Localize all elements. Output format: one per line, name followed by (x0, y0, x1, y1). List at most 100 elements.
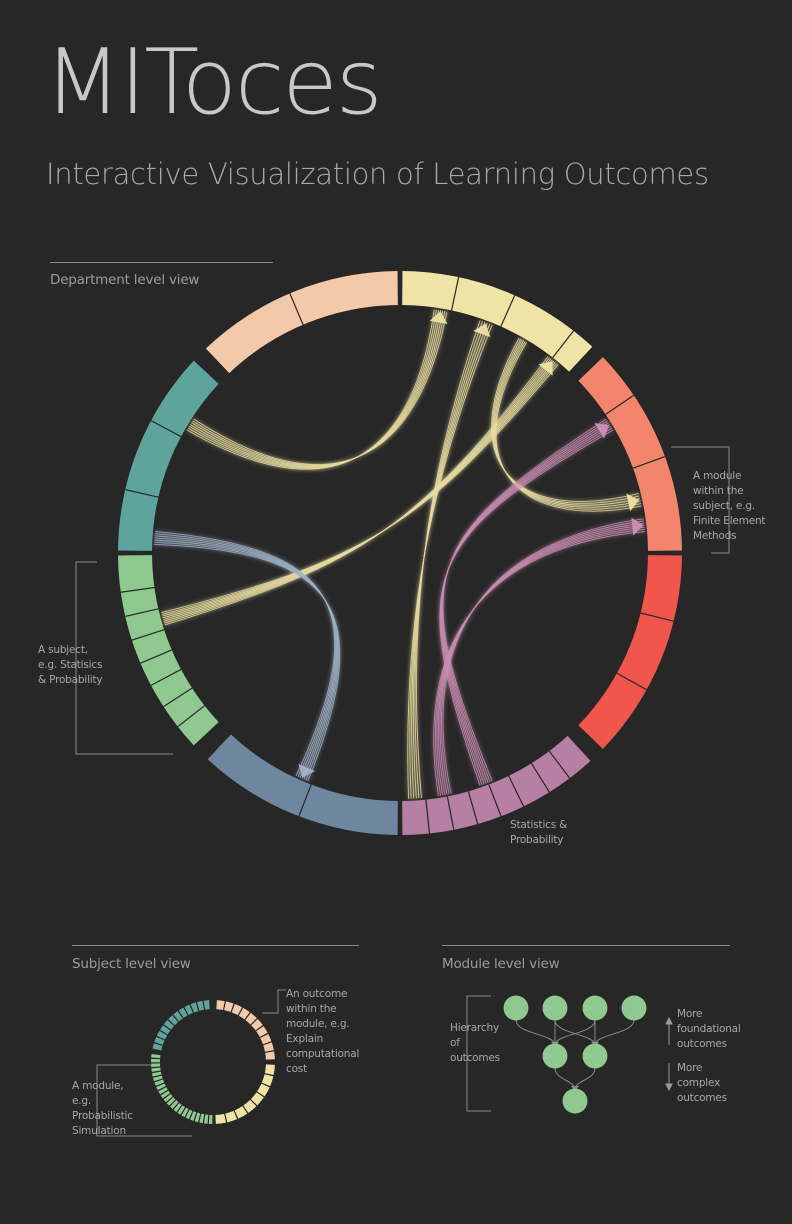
ring-divider (508, 775, 525, 807)
outcome-annotation: An outcome within the module, e.g. Expla… (286, 988, 360, 1075)
chord-teal-to-slate (154, 531, 341, 782)
subject-ring-segment-green (151, 1054, 161, 1059)
department-ring (118, 271, 682, 835)
subject-ring-segment-teal (168, 1015, 179, 1026)
subject-bracket (75, 561, 173, 755)
outcome-node[interactable] (542, 1043, 568, 1069)
subject-ring-segment-teal (197, 1000, 204, 1011)
outcome-node[interactable] (542, 995, 568, 1021)
subject-ring-segment-teal (163, 1019, 175, 1030)
department-view-label: Department level view (50, 272, 200, 288)
subject-ring-segment-green (152, 1071, 162, 1077)
ring-divider (150, 668, 182, 686)
ring-segment-slate (207, 734, 398, 835)
subject-ring-segment-peach (263, 1042, 274, 1052)
chord-mauve-to-yellow-arrow (473, 323, 491, 338)
arc-label-statistics: Statistics & Probability (510, 819, 568, 846)
ring-divider (298, 784, 312, 817)
subject-ring-segment-yellow (243, 1099, 257, 1113)
outcome-node[interactable] (503, 995, 529, 1021)
subject-ring-segment-green (177, 1105, 186, 1115)
ring-divider (450, 277, 460, 311)
subject-ring-segment-teal (152, 1043, 163, 1051)
subject-ring-segment-green (185, 1109, 193, 1120)
hierarchy-label: Hierarchy of outcomes (450, 1022, 500, 1064)
chord-teal-to-slate-arrow (298, 763, 315, 778)
ring-divider (125, 608, 159, 618)
ring-divider (500, 295, 516, 327)
ring-divider (446, 796, 455, 830)
chord-mauve-to-coral (439, 418, 614, 786)
subject-ring-segment-peach (224, 1001, 234, 1013)
outcome-node[interactable] (621, 995, 647, 1021)
subject-ring-segment-peach (265, 1051, 275, 1060)
module-bracket (671, 446, 730, 554)
subject-ring-segment-peach (256, 1026, 268, 1038)
ring-divider (177, 705, 205, 728)
subject-ring-segment-peach (260, 1033, 272, 1045)
ring-divider (125, 488, 159, 498)
outcome-node[interactable] (562, 1088, 588, 1114)
subject-ring-segment-green (156, 1083, 166, 1091)
ring-segment-green (118, 555, 219, 746)
subject-ring-segment-green (194, 1112, 201, 1123)
outcome-node[interactable] (582, 995, 608, 1021)
chord-mauve-to-yellow (407, 320, 493, 799)
subject-ring-segment-yellow (225, 1110, 238, 1123)
subject-ring-segment-teal (156, 1030, 168, 1040)
subject-ring-segment-teal (160, 1025, 171, 1035)
ring-divider (131, 629, 165, 641)
ring-divider (425, 799, 431, 834)
page-subtitle: Interactive Visualization of Learning Ou… (46, 157, 709, 191)
ring-divider (467, 791, 479, 825)
subject-ring-segment-peach (238, 1007, 250, 1020)
subject-ring-segment-green (154, 1079, 165, 1086)
ring-divider (163, 687, 193, 708)
chord-yellow-to-coral-arrow (626, 493, 640, 512)
subject-ring-segment-green (199, 1113, 205, 1124)
ring-divider (150, 420, 182, 438)
chord-mauve-to-coral-2 (433, 518, 646, 797)
outcome-node[interactable] (582, 1043, 608, 1069)
ring-segment-mauve (402, 735, 591, 835)
subject-ring-segment-green (151, 1063, 161, 1068)
chord-teal-to-yellow (186, 309, 448, 470)
chord-mauve-to-coral-2-arrow (631, 517, 644, 536)
ring-divider (548, 750, 571, 779)
hierarchy-edges (515, 1019, 635, 1091)
subject-ring-segment-green (160, 1090, 171, 1099)
ring-segment-coral (578, 357, 682, 551)
department-arrows (298, 311, 644, 778)
outcome-leader (262, 989, 286, 1014)
ring-divider (640, 612, 674, 622)
module-view-rule (442, 945, 730, 946)
ring-divider (632, 455, 666, 469)
module-view-label: Module level view (442, 956, 560, 972)
subject-ring-segment-green (151, 1067, 161, 1072)
chord-teal-to-yellow-arrow (429, 311, 448, 324)
subject-ring-segment-green (204, 1114, 209, 1124)
subject-ring-segment-teal (154, 1036, 165, 1045)
subject-ring (150, 1000, 275, 1124)
chord-yellow-to-coral (491, 337, 642, 512)
subject-ring-segment-green (181, 1107, 189, 1118)
direction-arrows (665, 1016, 673, 1092)
subject-ring-segment-green (173, 1102, 182, 1113)
subject-ring-segment-yellow (234, 1106, 248, 1119)
subject-ring-segment-teal (178, 1007, 188, 1018)
ring-divider (530, 762, 550, 793)
subject-ring-segment-yellow (264, 1064, 275, 1076)
subject-ring-segment-green (150, 1058, 161, 1063)
subject-view-label: Subject level view (72, 956, 191, 972)
subject-ring-segment-green (153, 1075, 163, 1082)
more-complex-label: More complex outcomes (677, 1062, 727, 1104)
hierarchy-bracket (466, 995, 491, 1112)
ring-divider (289, 293, 304, 325)
subject-ring-segment-peach (245, 1012, 257, 1025)
module-leader-bracket (96, 1064, 192, 1137)
ring-segment-yellow (402, 271, 593, 372)
module-annotation: A module within the subject, e.g. Finite… (693, 470, 766, 542)
